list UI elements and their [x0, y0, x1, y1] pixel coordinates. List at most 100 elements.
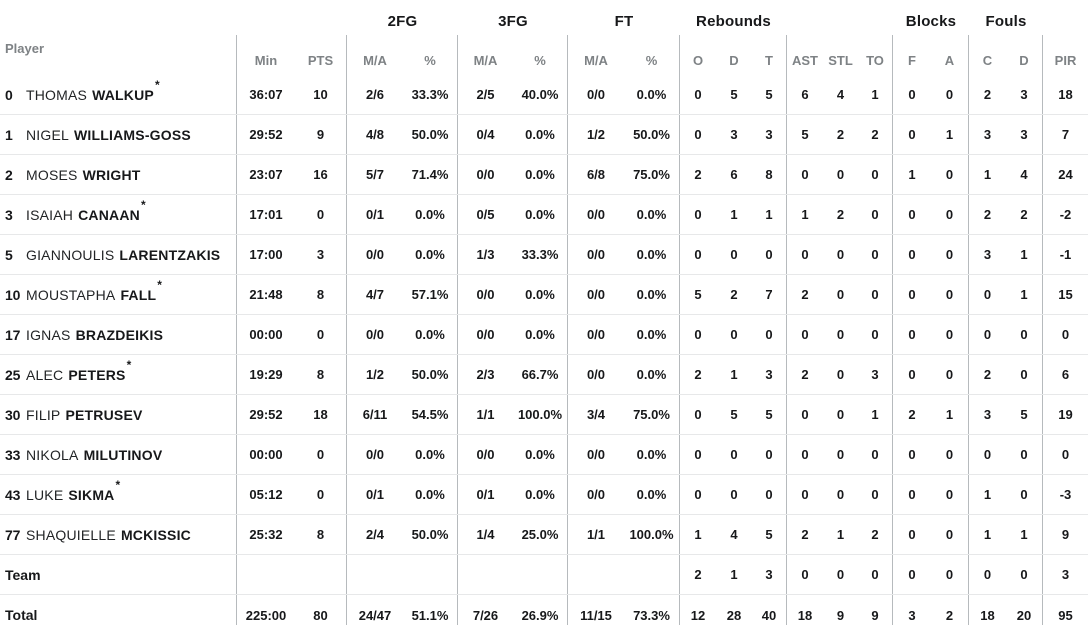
cell-blk-f: 0 — [908, 367, 916, 382]
col-header-reb-o: O — [692, 53, 704, 68]
cell-to: 2 — [858, 115, 893, 154]
cell-reb-d: 4 — [730, 527, 738, 542]
cell-ft-pct: 0.0% — [624, 195, 680, 234]
cell-fg2-ma: 24/47 — [358, 607, 392, 623]
player-row[interactable]: 10 MOUSTAPHA FALL * 21:48 8 4/7 57.1% 0/0 0.0% 0/0… — [0, 275, 1088, 315]
cell-reb-o: 2 — [694, 167, 702, 182]
player-last-name[interactable]: WILLIAMS-GOSS — [74, 126, 191, 143]
player-last-name[interactable]: PETERS — [68, 366, 126, 383]
cell-reb-d: 1 — [730, 207, 738, 222]
cell-foul-c: 3 — [983, 247, 992, 262]
cell-ft-pct: 100.0% — [624, 515, 680, 554]
cell-pts: 0 — [295, 195, 347, 234]
cell-stl: 2 — [836, 127, 845, 142]
group-header-spacer — [0, 0, 347, 35]
cell-fg2-ma: 2/4 — [365, 527, 385, 542]
player-row[interactable]: 2 MOSES WRIGHT 23:07 16 5/7 71.4% 0/0 0.0% 6/8 75.… — [0, 155, 1088, 195]
player-last-name[interactable]: WRIGHT — [82, 166, 141, 183]
player-last-name[interactable]: CANAAN — [78, 206, 140, 223]
player-cell: 5 GIANNOULIS LARENTZAKIS — [0, 235, 237, 274]
player-row[interactable]: 30 FILIP PETRUSEV 29:52 18 6/11 54.5% 1/1 100.0%… — [0, 395, 1088, 435]
cell-reb-o: 2 — [694, 567, 702, 582]
player-row[interactable]: 0 THOMAS WALKUP * 36:07 10 2/6 33.3% 2/5 40.0% 0/0… — [0, 75, 1088, 115]
player-row[interactable]: 3 ISAIAH CANAAN * 17:01 0 0/1 0.0% 0/5 0.0% 0/0 0.0… — [0, 195, 1088, 235]
player-row[interactable]: 17 IGNAS BRAZDEIKIS 00:00 0 0/0 0.0% 0/0 0.0% 0/0… — [0, 315, 1088, 355]
player-row[interactable]: 33 NIKOLA MILUTINOV 00:00 0 0/0 0.0% 0/0 0.0% 0/0… — [0, 435, 1088, 475]
cell-reb-d: 1 — [730, 567, 738, 582]
player-last-name[interactable]: BRAZDEIKIS — [75, 326, 164, 343]
cell-ft-pct: 75.0% — [624, 395, 680, 434]
player-last-name[interactable]: LARENTZAKIS — [119, 246, 221, 263]
player-row[interactable]: 43 LUKE SIKMA * 05:12 0 0/1 0.0% 0/1 0.0% 0/0 0.0% 0… — [0, 475, 1088, 515]
jersey-number: 25 — [5, 366, 21, 383]
cell-pts: 8 — [295, 515, 347, 554]
cell-blk-a: 2 — [931, 595, 969, 625]
cell-pts: 80 — [295, 595, 347, 625]
cell-min: 36:07 — [249, 87, 283, 102]
total-label: Total — [5, 607, 38, 623]
cell-foul-c: 0 — [983, 567, 992, 582]
cell-to: 0 — [858, 435, 893, 474]
col-header-foul-c: C — [982, 53, 993, 68]
player-last-name[interactable]: MCKISSIC — [120, 526, 191, 543]
player-last-name[interactable]: PETRUSEV — [65, 406, 143, 423]
cell-reb-o: 1 — [694, 527, 702, 542]
cell-blk-f: 0 — [908, 287, 916, 302]
group-header-ft: FT — [614, 13, 634, 30]
cell-pts: 3 — [295, 235, 347, 274]
cell-fg2-pct: 50.0% — [403, 115, 458, 154]
cell-pir: 3 — [1061, 567, 1070, 582]
cell-ft-ma: 1/1 — [586, 527, 606, 542]
player-cell: 2 MOSES WRIGHT — [0, 155, 237, 194]
cell-foul-d: 0 — [1006, 435, 1043, 474]
player-last-name[interactable]: FALL — [120, 286, 157, 303]
player-row[interactable]: 25 ALEC PETERS * 19:29 8 1/2 50.0% 2/3 66.7% 0/0 0.… — [0, 355, 1088, 395]
cell-blk-f: 0 — [908, 487, 916, 502]
cell-to: 0 — [858, 475, 893, 514]
cell-min: 05:12 — [249, 487, 283, 502]
cell-fg3-ma: 0/0 — [476, 447, 495, 462]
cell-fg3-ma: 0/4 — [476, 127, 495, 142]
cell-foul-c: 2 — [983, 207, 992, 222]
cell-min: 21:48 — [249, 287, 283, 302]
cell-blk-f: 0 — [908, 447, 916, 462]
cell-pts: 10 — [295, 75, 347, 114]
player-row[interactable]: 5 GIANNOULIS LARENTZAKIS 17:00 3 0/0 0.0% 1/3 33… — [0, 235, 1088, 275]
cell-blk-f: 0 — [908, 527, 916, 542]
cell-reb-d: 3 — [730, 127, 738, 142]
cell-ast: 1 — [801, 207, 809, 222]
cell-min: 225:00 — [245, 607, 287, 623]
starter-marker-icon: * — [154, 78, 160, 92]
cell-foul-d: 0 — [1006, 355, 1043, 394]
cell-pir: -1 — [1059, 247, 1072, 262]
starter-marker-icon: * — [157, 278, 162, 292]
table-body: 0 THOMAS WALKUP * 36:07 10 2/6 33.3% 2/5 40.0% 0/0… — [0, 75, 1088, 625]
cell-pir: -2 — [1059, 207, 1072, 222]
player-row[interactable]: 1 NIGEL WILLIAMS-GOSS 29:52 9 4/8 50.0% 0/4 0.0%… — [0, 115, 1088, 155]
player-last-name[interactable]: MILUTINOV — [83, 446, 163, 463]
cell-reb-o: 0 — [694, 487, 702, 502]
col-header-2fg-ma: M/A — [363, 53, 387, 68]
cell-blk-f: 0 — [908, 247, 916, 262]
cell-min: 25:32 — [249, 527, 283, 542]
player-first-name: FILIP — [26, 406, 61, 423]
cell-fg2-ma: 0/0 — [365, 327, 385, 342]
cell-reb-t: 1 — [752, 195, 787, 234]
cell-fg3-pct: 25.0% — [513, 515, 568, 554]
cell-fg3-ma: 0/0 — [476, 167, 495, 182]
cell-foul-d: 20 — [1006, 595, 1043, 625]
cell-reb-o: 12 — [690, 607, 706, 623]
cell-blk-f: 0 — [908, 207, 916, 222]
cell-reb-o: 0 — [694, 407, 702, 422]
cell-min: 17:00 — [249, 247, 283, 262]
cell-foul-d: 3 — [1006, 115, 1043, 154]
cell-reb-o: 0 — [694, 247, 702, 262]
group-header-blocks: Blocks — [905, 13, 957, 30]
player-last-name[interactable]: SIKMA — [68, 486, 115, 503]
player-cell: 43 LUKE SIKMA * — [0, 475, 237, 514]
player-first-name: MOUSTAPHA — [26, 286, 116, 303]
cell-ft-pct — [624, 555, 680, 594]
player-row[interactable]: 77 SHAQUIELLE MCKISSIC 25:32 8 2/4 50.0% 1/4 25.… — [0, 515, 1088, 555]
player-last-name[interactable]: WALKUP — [92, 86, 154, 103]
cell-fg2-ma: 0/1 — [365, 487, 385, 502]
